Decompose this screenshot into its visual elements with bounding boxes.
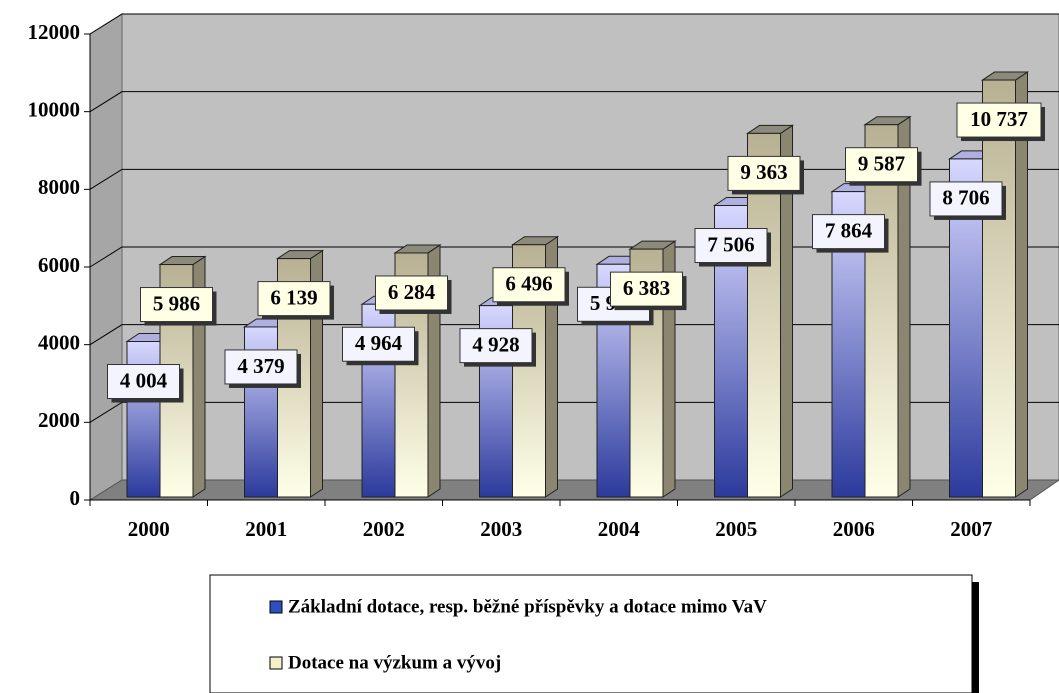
value-label: 7 864	[825, 218, 873, 242]
value-label-box	[257, 281, 331, 317]
value-label: 8 706	[942, 186, 989, 210]
y-tick-label: 6000	[38, 253, 80, 277]
x-tick-label: 2001	[245, 517, 287, 541]
legend	[209, 574, 973, 693]
value-label-box	[956, 102, 1042, 138]
y-tick-label: 12000	[28, 20, 81, 44]
value-label: 6 284	[388, 280, 436, 304]
value-label-box	[610, 271, 683, 307]
x-tick-label: 2006	[833, 517, 875, 541]
legend-label: Základní dotace, resp. běžné příspěvky a…	[288, 596, 767, 617]
value-label-box	[224, 349, 298, 385]
value-label: 10 737	[970, 107, 1028, 131]
value-label-box	[812, 214, 885, 250]
y-tick-label: 2000	[38, 408, 80, 432]
bar	[864, 124, 899, 498]
x-tick-label: 2007	[950, 517, 992, 541]
value-label: 7 506	[707, 232, 754, 256]
value-label-box	[727, 155, 801, 191]
value-label: 4 004	[120, 368, 168, 392]
value-label: 6 496	[505, 272, 552, 296]
x-tick-label: 2002	[363, 517, 405, 541]
value-label: 4 928	[472, 332, 519, 356]
value-label: 4 379	[237, 354, 284, 378]
y-tick-label: 0	[70, 486, 81, 510]
value-label: 5 986	[153, 291, 200, 315]
bar	[982, 79, 1016, 498]
value-label-box	[845, 147, 918, 183]
grid-line	[89, 91, 1059, 113]
value-label: 9 587	[858, 152, 905, 176]
y-tick-label: 10000	[28, 97, 81, 121]
value-label-box	[492, 267, 566, 303]
x-tick-label: 2003	[480, 517, 522, 541]
legend-swatch	[269, 656, 283, 670]
x-tick-label: 2000	[128, 517, 170, 541]
value-label-box	[459, 328, 533, 364]
value-label-box	[140, 287, 213, 323]
value-label: 6 383	[623, 276, 670, 300]
value-label-box	[107, 364, 180, 400]
value-label-box	[694, 228, 768, 264]
floor	[88, 479, 1059, 501]
value-label: 4 964	[355, 331, 403, 355]
value-label: 9 363	[740, 160, 787, 184]
value-label: 6 139	[270, 285, 317, 309]
grid-line	[89, 13, 1059, 35]
value-label-box	[375, 275, 448, 311]
value-label-box	[929, 181, 1003, 217]
legend-swatch	[269, 600, 283, 614]
x-tick-label: 2004	[598, 517, 641, 541]
x-tick-label: 2005	[715, 517, 757, 541]
y-tick-label: 4000	[38, 330, 80, 354]
y-tick-label: 8000	[38, 175, 80, 199]
value-label-box	[342, 326, 415, 362]
legend-label: Dotace na výzkum a vývoj	[288, 652, 501, 673]
